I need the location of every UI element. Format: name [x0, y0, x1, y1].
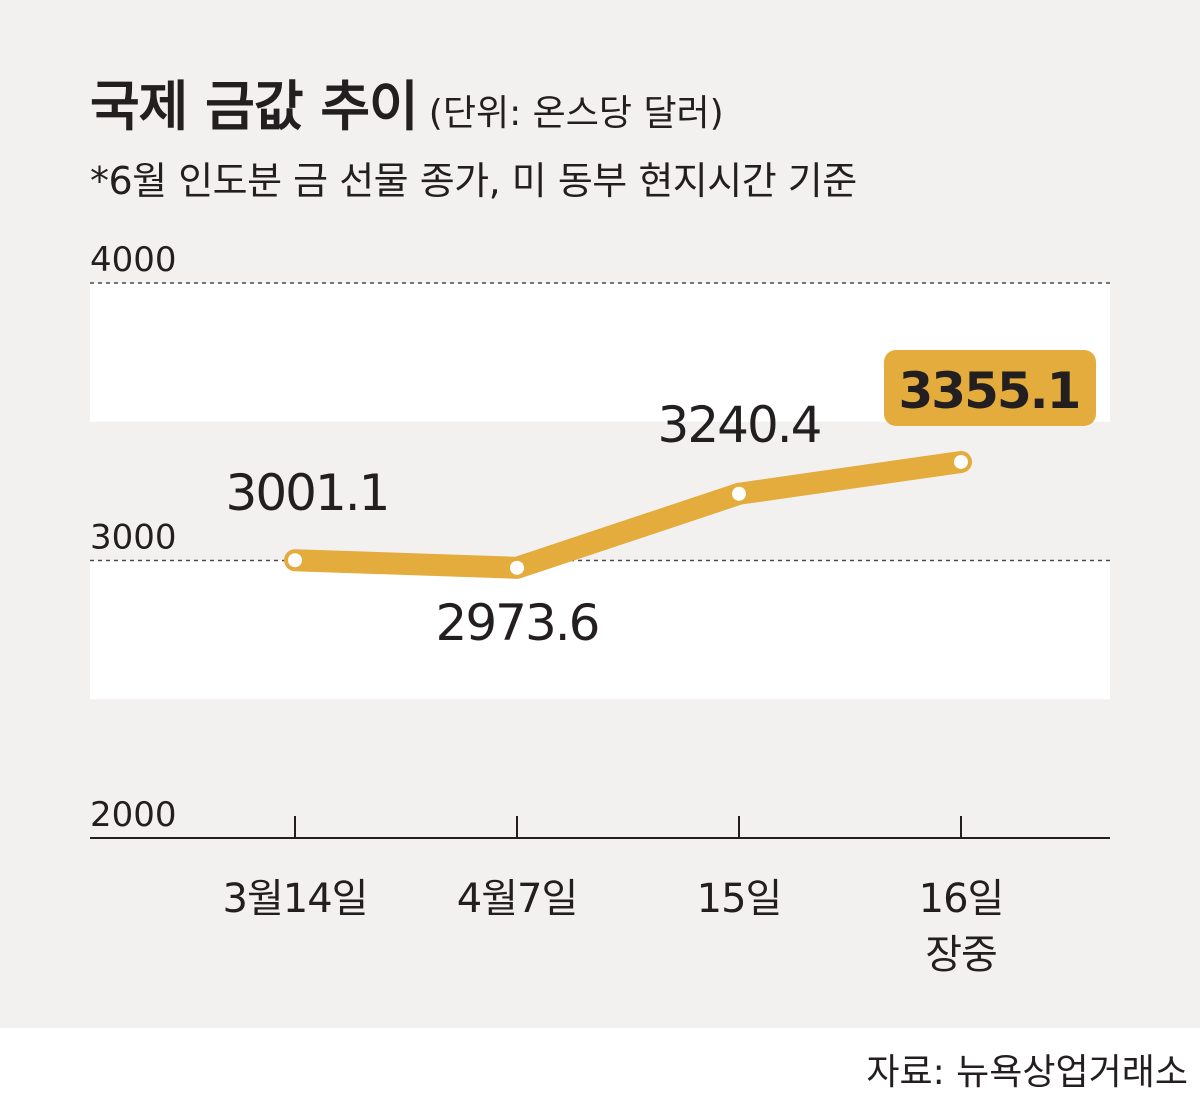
y-tick-label-3000: 3000: [90, 518, 177, 558]
data-point-3: [954, 454, 968, 469]
chart-band-1: [90, 560, 1110, 700]
data-label-3: 3355.1: [899, 362, 1080, 420]
data-point-0: [288, 553, 302, 568]
data-label-1: 2973.6: [436, 594, 599, 652]
x-tick-label-3-0: 16일: [919, 876, 1004, 922]
y-tick-label-2000: 2000: [90, 795, 177, 835]
data-label-0: 3001.1: [226, 464, 389, 522]
chart-subtitle: *6월 인도분 금 선물 종가, 미 동부 현지시간 기준: [90, 159, 857, 203]
unit-label: (단위: 온스당 달러): [428, 93, 724, 134]
title-row: 국제 금값 추이 (단위: 온스당 달러): [90, 62, 724, 141]
y-tick-label-4000: 4000: [90, 240, 177, 280]
highlight-box: [884, 349, 1096, 426]
x-tick-label-3-1: 장중: [925, 932, 997, 978]
x-tick-label-2-0: 15일: [697, 876, 782, 922]
chart-panel: [0, 0, 1200, 1028]
data-point-1: [510, 560, 524, 575]
chart-title: 국제 금값 추이: [90, 75, 419, 138]
data-label-2: 3240.4: [658, 396, 821, 454]
data-point-2: [732, 486, 746, 501]
x-tick-label-1-0: 4월7일: [457, 876, 578, 922]
series-line: [284, 450, 972, 579]
x-tick-label-0-0: 3월14일: [223, 876, 368, 922]
source-note: 자료: 뉴욕상업거래소: [866, 1052, 1188, 1093]
